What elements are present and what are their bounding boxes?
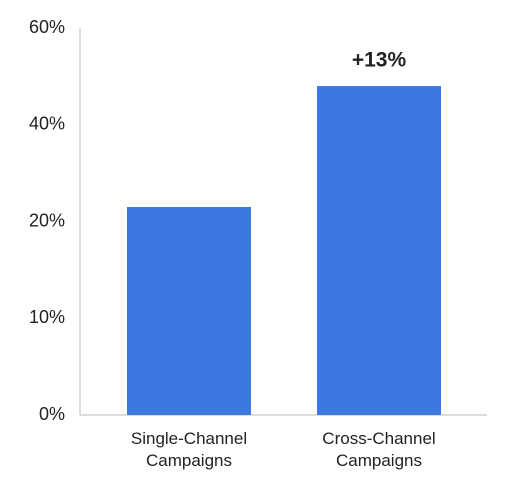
y-tick-label: 10% [29, 307, 65, 327]
y-tick-label: 40% [29, 114, 65, 134]
bar [317, 86, 441, 416]
bar [127, 206, 251, 415]
y-tick-label: 20% [29, 210, 65, 230]
x-tick-label: Cross-Channel Campaigns [322, 429, 436, 470]
y-tick-label: 60% [29, 17, 65, 37]
annotation: +13% [352, 49, 407, 72]
x-tick-label: Single-Channel Campaigns [130, 429, 248, 470]
y-tick-label: 0% [39, 404, 65, 424]
